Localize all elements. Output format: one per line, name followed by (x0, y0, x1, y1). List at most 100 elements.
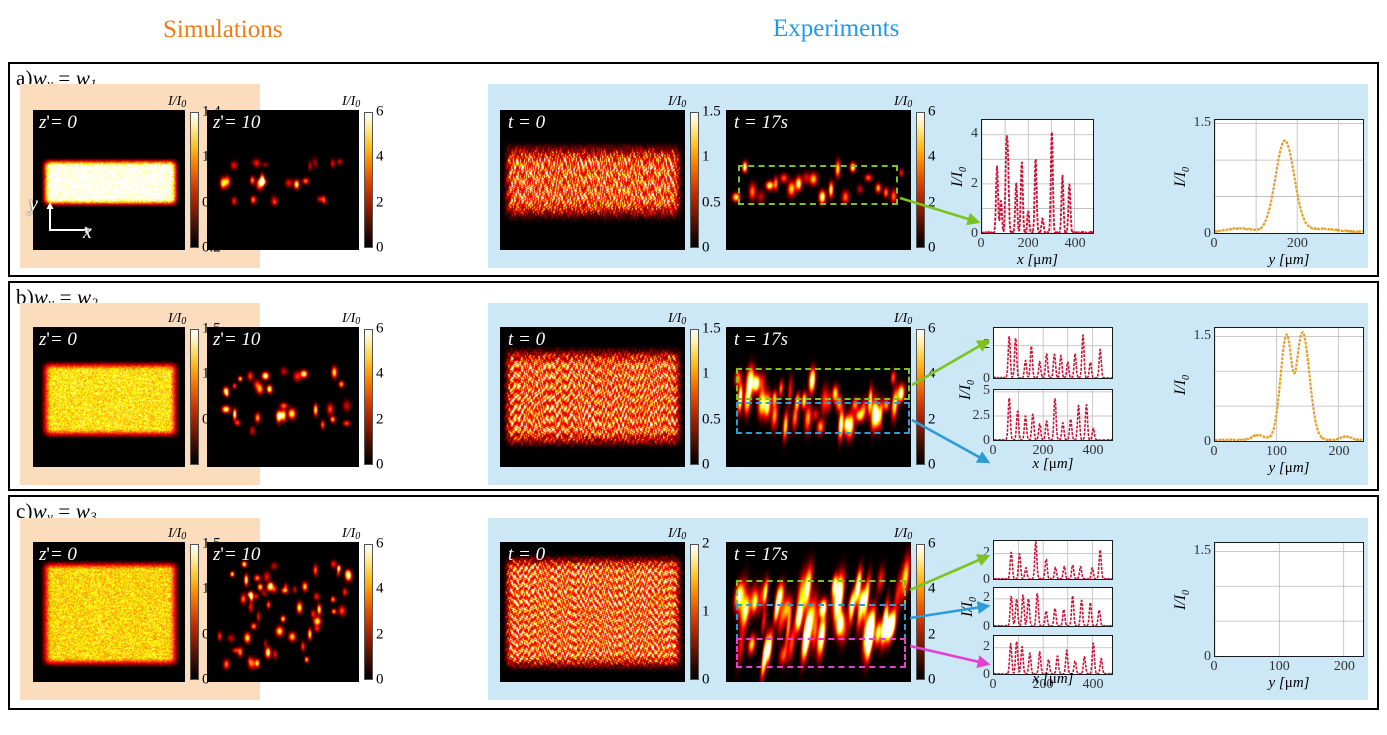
row-b-exp-t17-heatmap-canvas (726, 327, 911, 467)
row-b-x-profile-blue-svg (994, 390, 1112, 440)
row-b-x-profile-blue-ytick: 5 (983, 383, 990, 398)
row-b-x-profile-blue-line (994, 397, 1112, 440)
row-c-sim-z0-colorbar-gradient (190, 544, 199, 680)
axis-label-y: y (29, 193, 38, 215)
row-b-y-profile-ytick: 1.5 (1193, 327, 1212, 343)
row-a-exp-t17-colorbar-title: I/I0 (894, 94, 913, 110)
row-b-x-profile-blue-xtick: 0 (989, 443, 997, 458)
row-c-x-profile-magenta-svg (994, 636, 1112, 674)
row-c-exp-t17-colorbar-tick: 0 (928, 671, 936, 688)
row-a-sim-z10-colorbar-tick: 6 (376, 103, 384, 120)
row-b-var-sub: y (48, 295, 54, 310)
row-c-x-profile-blue-ytick: 2 (983, 590, 990, 606)
header-experiments: Experiments (773, 15, 900, 42)
row-a-y-profile-xlabel: y [μm] (1268, 252, 1310, 268)
row-a-x-profile-ytick: 2 (971, 176, 978, 191)
row-c-x-profile-green-ytick: 2 (983, 545, 990, 561)
row-c-sim-z0-heatmap-canvas (33, 542, 185, 682)
row-c-x-profile-magenta-xlabel: x [μm] (1032, 671, 1074, 687)
row-c-x-profile-magenta-ytick: 2 (983, 639, 990, 655)
row-a-x-profile-ytick: 4 (971, 126, 978, 141)
row-a-sim-z10-colorbar-tick: 4 (376, 148, 384, 165)
row-c-y-profile (1214, 542, 1364, 657)
axis-label-x: x (83, 221, 92, 243)
row-c-x-profile-blue-line (994, 593, 1112, 626)
row-a-x-profile (981, 119, 1094, 234)
row-a-exp-t0-heatmap-canvas (500, 110, 685, 250)
row-c-var: w (32, 499, 47, 523)
row-c-x-profile-green-svg (994, 541, 1112, 579)
row-b-sim-z10-colorbar-tick: 0 (376, 456, 384, 473)
row-b-roi-blue (736, 402, 910, 434)
row-b-roi-green (736, 368, 910, 400)
row-b-sim-z0-heatmap-label: z'= 0 (39, 329, 77, 350)
row-c-y-profile-ytick: 1.5 (1193, 542, 1212, 558)
row-a-x-profile-xtick: 400 (1064, 236, 1086, 251)
row-b-y-profile-ylabel: I/I0 (1171, 374, 1193, 395)
row-b-exp-t0-heatmap (500, 327, 685, 467)
row-b-x-profile-blue-ytick: 0 (983, 433, 990, 448)
row-c-exp-t17-heatmap-canvas (726, 542, 911, 682)
row-a-exp-t0-colorbar: 1.5 1 0.5 0 (690, 104, 721, 256)
row-b-x-profile-blue (993, 389, 1113, 441)
row-a-y-profile-ytick: 1.5 (1193, 114, 1212, 130)
row-b-sim-z10-colorbar-gradient (364, 329, 373, 465)
row-b-y-profile-xtick: 100 (1266, 444, 1287, 459)
row-b-sim-z0-heatmap (33, 327, 185, 467)
row-c-exp-t0-colorbar-tick: 2 (702, 535, 710, 552)
row-a-roi-green (738, 165, 898, 205)
row-b-x-profile-blue-xlabel: x [μm] (1032, 456, 1074, 472)
row-c-prefix: c) (16, 499, 33, 523)
row-a-sim-z10-colorbar-tick: 2 (376, 194, 384, 211)
row-b-exp-t17-colorbar-title: I/I0 (894, 311, 913, 327)
row-c-val: w (75, 499, 91, 523)
row-c-sim-z10-colorbar-tick: 2 (376, 626, 384, 643)
row-b-y-profile (1214, 327, 1364, 442)
row-b-exp-t0-colorbar: 1.5 1 0.5 0 (690, 321, 721, 473)
row-c-x-profile-magenta (993, 635, 1113, 675)
row-c-y-profile-ylabel: I/I0 (1171, 589, 1193, 610)
row-a-exp-t17-colorbar-tick: 2 (928, 194, 936, 211)
row-c-sim-z10-colorbar-title: I/I0 (342, 526, 361, 542)
row-b-y-profile-line (1215, 331, 1363, 441)
row-a-eq: = (58, 66, 71, 90)
row-c-sim-z0-colorbar-title: I/I0 (168, 526, 187, 542)
row-c-exp-t0-heatmap-label: t = 0 (508, 544, 546, 565)
row-a-exp-t0-colorbar-title: I/I0 (668, 94, 687, 110)
row-c-sim-z10-colorbar-gradient (364, 544, 373, 680)
row-c-eq: = (58, 499, 71, 523)
row-c-arrow-blue (909, 601, 991, 620)
row-c-x-profile-blue (993, 587, 1113, 627)
row-c-x-profile-magenta-ytick: 0 (983, 667, 990, 682)
axes-orientation-glyph (46, 202, 92, 234)
row-b-x-profile-blue-xtick: 400 (1082, 443, 1104, 458)
row-c-exp-t0-colorbar-tick: 0 (702, 671, 710, 688)
row-a-sim-z0-colorbar-title: I/I0 (168, 94, 187, 110)
row-b-exp-t0-colorbar-gradient (690, 329, 699, 465)
row-a-exp-t0-colorbar-tick: 1 (702, 148, 710, 165)
row-a-exp-t17-heatmap-label: t = 17s (734, 112, 788, 133)
row-c-sim-z0-colorbar-tick: 1 (202, 580, 210, 597)
row-c-sim-z0-heatmap-label: z'= 0 (39, 544, 77, 565)
row-c-x-profile-green-ytick: 0 (983, 572, 990, 587)
row-a-exp-t17-colorbar-tick: 4 (928, 148, 936, 165)
row-b-x-profile-blue-ytick: 2.5 (972, 408, 991, 423)
row-a-exp-t0-colorbar-tick: 0 (702, 239, 710, 256)
row-a-sim-z0-colorbar-gradient (190, 112, 199, 248)
row-a-sim-z10-colorbar-title: I/I0 (342, 94, 361, 110)
row-c-sim-z10-colorbar: 6 4 2 0 (364, 536, 384, 688)
row-c-exp-t17-heatmap-label: t = 17s (734, 544, 788, 565)
row-a-sim-z0-heatmap-canvas (33, 110, 185, 250)
row-c-sim-z0-heatmap (33, 542, 185, 682)
row-b-exp-t17-colorbar-tick: 2 (928, 411, 936, 428)
row-a-sim-z10-colorbar-tick: 0 (376, 239, 384, 256)
row-a-sim-z10-heatmap-canvas (207, 110, 359, 250)
row-c-x-profile-magenta-line (994, 640, 1112, 674)
row-a-y-profile-xtick: 0 (1210, 236, 1218, 251)
row-c-exp-t17-colorbar-tick: 6 (928, 535, 936, 552)
row-a-sim-z10-heatmap (207, 110, 359, 250)
row-c-roi-blue (736, 604, 906, 640)
row-c-exp-t0-colorbar-tick: 1 (702, 603, 710, 620)
row-b-x-profile-green-ytick: 0 (983, 371, 990, 386)
row-a-x-profile-xtick: 0 (977, 236, 985, 251)
